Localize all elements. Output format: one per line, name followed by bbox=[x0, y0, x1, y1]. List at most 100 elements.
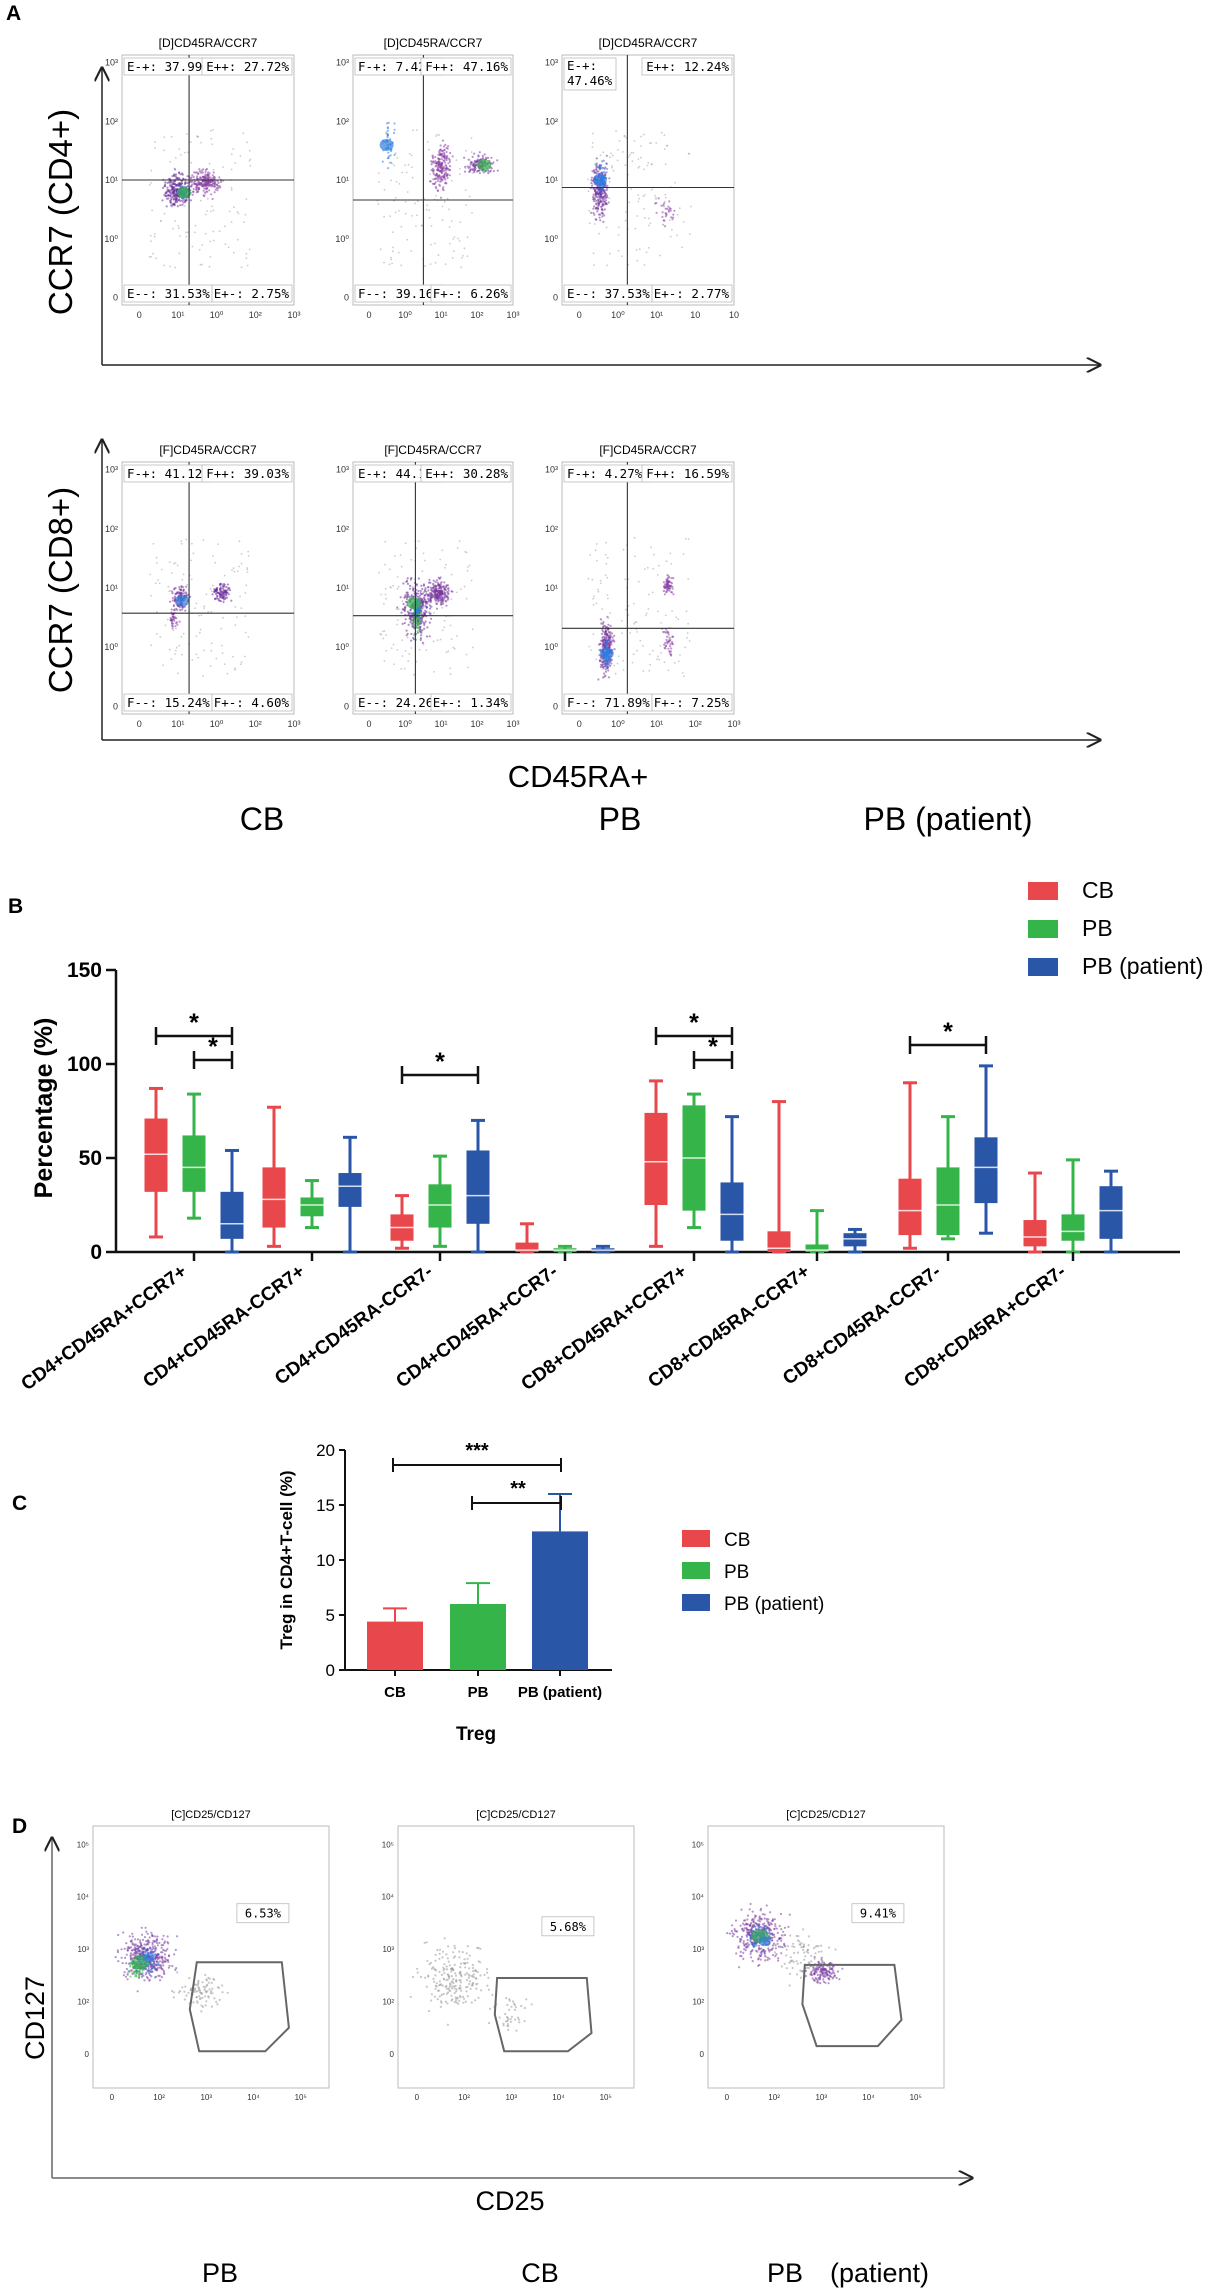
event-dot bbox=[463, 1962, 466, 1965]
event-dot bbox=[406, 593, 409, 596]
event-dot bbox=[441, 1956, 444, 1959]
event-dot bbox=[381, 160, 384, 163]
event-dot bbox=[233, 570, 236, 573]
event-dot bbox=[186, 583, 189, 586]
y-tick-label: 10² bbox=[336, 116, 349, 126]
column-label-cb: CB bbox=[240, 801, 284, 837]
event-dot bbox=[504, 2012, 507, 2016]
event-dot bbox=[434, 181, 437, 184]
event-dot bbox=[163, 194, 166, 197]
event-dot bbox=[141, 1972, 144, 1975]
event-dot bbox=[422, 606, 425, 608]
event-dot bbox=[379, 248, 382, 251]
event-dot bbox=[174, 653, 176, 655]
event-dot bbox=[438, 598, 441, 601]
y-tick-label: 10³ bbox=[336, 465, 349, 475]
event-dot bbox=[652, 567, 655, 570]
event-dot bbox=[167, 585, 170, 588]
event-dot bbox=[171, 202, 175, 205]
event-dot bbox=[509, 2020, 512, 2023]
event-dot bbox=[596, 192, 599, 195]
event-dot bbox=[242, 132, 245, 135]
event-dot bbox=[466, 1995, 469, 1998]
event-dot bbox=[462, 2001, 465, 2004]
event-dot bbox=[232, 655, 234, 658]
event-dot bbox=[609, 624, 612, 628]
event-dot bbox=[443, 1937, 446, 1940]
event-dot bbox=[780, 1939, 783, 1942]
y-tick-label: 10² bbox=[545, 524, 558, 534]
event-dot bbox=[449, 1983, 452, 1986]
event-dot bbox=[222, 589, 225, 592]
event-dot bbox=[123, 1971, 126, 1974]
event-dot bbox=[396, 157, 399, 159]
event-dot bbox=[223, 583, 226, 587]
event-dot bbox=[170, 608, 173, 611]
event-dot bbox=[449, 242, 451, 245]
event-dot bbox=[664, 647, 667, 650]
event-dot bbox=[658, 658, 661, 661]
event-dot bbox=[454, 1974, 458, 1977]
event-dot bbox=[433, 1980, 436, 1983]
event-dot bbox=[175, 649, 177, 652]
event-dot bbox=[617, 249, 620, 252]
event-dot bbox=[393, 663, 395, 666]
event-dot bbox=[590, 176, 594, 179]
event-dot bbox=[431, 596, 434, 599]
event-dot bbox=[643, 168, 645, 171]
event-dot bbox=[662, 204, 665, 207]
event-dot bbox=[228, 589, 232, 592]
event-dot bbox=[204, 2004, 207, 2007]
event-dot bbox=[663, 202, 666, 205]
event-dot bbox=[217, 187, 220, 189]
cd45ra-axis-title: CD45RA+ bbox=[508, 759, 648, 794]
event-dot bbox=[124, 1956, 127, 1959]
event-dot bbox=[445, 150, 448, 154]
event-dot bbox=[444, 2000, 447, 2003]
chart-c-bars bbox=[367, 1493, 588, 1670]
event-dot bbox=[211, 174, 214, 177]
event-dot bbox=[200, 2004, 203, 2007]
event-dot bbox=[444, 143, 447, 146]
event-dot bbox=[432, 170, 435, 173]
event-dot bbox=[686, 637, 688, 639]
event-dot bbox=[470, 151, 473, 154]
event-dot bbox=[642, 670, 645, 672]
legend-c-pb-swatch bbox=[682, 1562, 710, 1579]
event-dot bbox=[179, 204, 182, 207]
event-dot bbox=[623, 134, 626, 137]
event-dot bbox=[423, 1941, 426, 1944]
event-dot bbox=[592, 132, 594, 135]
event-dot bbox=[604, 670, 608, 673]
event-dot bbox=[467, 666, 470, 669]
event-dot bbox=[436, 581, 440, 585]
y-tick-label: 10⁵ bbox=[77, 1840, 89, 1849]
event-dot bbox=[176, 1935, 179, 1938]
event-dot bbox=[458, 240, 461, 242]
event-dot bbox=[672, 577, 675, 580]
event-dot bbox=[159, 636, 162, 638]
event-dot bbox=[469, 168, 472, 171]
event-dot bbox=[679, 654, 681, 656]
event-dot bbox=[655, 142, 658, 144]
event-dot bbox=[180, 635, 183, 638]
event-dot bbox=[643, 216, 646, 219]
event-dot bbox=[453, 1987, 456, 1990]
event-dot bbox=[777, 1957, 780, 1960]
event-dot bbox=[158, 1941, 161, 1944]
event-dot bbox=[430, 588, 433, 591]
box-cb-7 bbox=[898, 1081, 922, 1250]
event-dot bbox=[249, 158, 252, 161]
event-dot bbox=[150, 255, 153, 258]
event-dot bbox=[419, 592, 422, 595]
event-dot bbox=[211, 205, 213, 208]
event-dot bbox=[216, 189, 219, 192]
event-dot bbox=[191, 183, 194, 186]
event-dot bbox=[155, 1938, 159, 1941]
event-dot bbox=[595, 162, 598, 165]
event-dot bbox=[604, 660, 607, 663]
event-dot bbox=[677, 618, 680, 621]
event-dot bbox=[175, 592, 179, 595]
event-dot bbox=[771, 1919, 774, 1922]
event-dot bbox=[447, 1960, 450, 1963]
